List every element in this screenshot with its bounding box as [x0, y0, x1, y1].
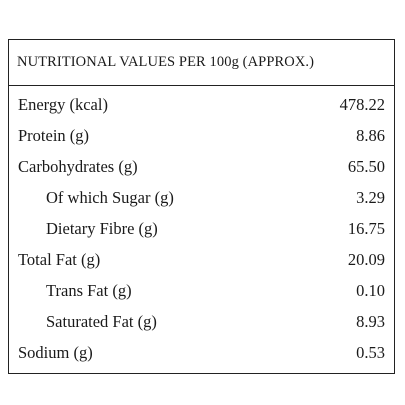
nutrient-label: Saturated Fat (g): [46, 311, 157, 331]
nutrient-label: Dietary Fibre (g): [46, 218, 158, 238]
nutrient-value: 65.50: [347, 156, 385, 176]
nutrition-table: NUTRITIONAL VALUES PER 100g (APPROX.) En…: [8, 39, 395, 374]
nutrient-row-sugar: Of which Sugar (g) 3.29: [9, 182, 394, 213]
nutrient-label: Sodium (g): [18, 342, 93, 362]
nutrient-row-saturated-fat: Saturated Fat (g) 8.93: [9, 306, 394, 337]
nutrient-value: 16.75: [347, 218, 385, 238]
nutrient-row-sodium: Sodium (g) 0.53: [9, 337, 394, 368]
nutrient-row-energy: Energy (kcal) 478.22: [9, 89, 394, 120]
nutrient-value: 20.09: [347, 249, 385, 269]
nutrient-value: 478.22: [339, 94, 385, 114]
nutrient-row-carbohydrates: Carbohydrates (g) 65.50: [9, 151, 394, 182]
nutrient-value: 8.93: [356, 311, 385, 331]
nutrient-value: 0.53: [356, 342, 385, 362]
table-title: NUTRITIONAL VALUES PER 100g (APPROX.): [9, 40, 394, 86]
nutrient-row-fibre: Dietary Fibre (g) 16.75: [9, 213, 394, 244]
nutrient-label: Energy (kcal): [18, 94, 108, 114]
nutrient-value: 3.29: [356, 187, 385, 207]
nutrient-label: Of which Sugar (g): [46, 187, 174, 207]
nutrient-row-trans-fat: Trans Fat (g) 0.10: [9, 275, 394, 306]
nutrient-label: Total Fat (g): [18, 249, 101, 269]
nutrient-value: 8.86: [356, 125, 385, 145]
nutrient-value: 0.10: [356, 280, 385, 300]
nutrient-row-total-fat: Total Fat (g) 20.09: [9, 244, 394, 275]
nutrient-label: Protein (g): [18, 125, 90, 145]
nutrient-row-protein: Protein (g) 8.86: [9, 120, 394, 151]
nutrient-label: Trans Fat (g): [46, 280, 132, 300]
nutrient-rows: Energy (kcal) 478.22 Protein (g) 8.86 Ca…: [9, 86, 394, 368]
nutrient-label: Carbohydrates (g): [18, 156, 138, 176]
